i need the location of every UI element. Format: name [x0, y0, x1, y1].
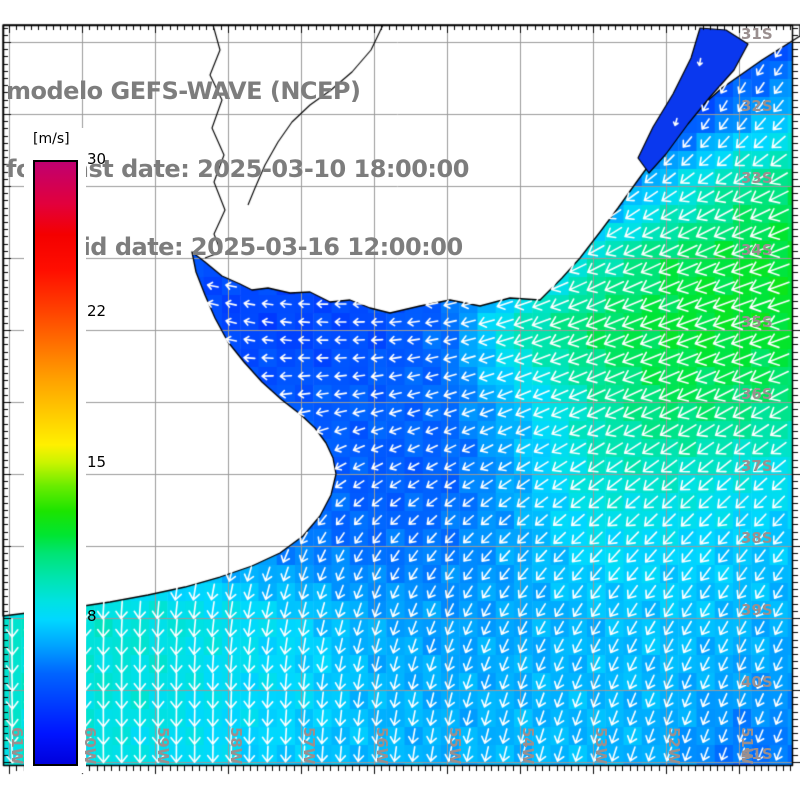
lon-label-56W: 56W	[373, 727, 391, 765]
lat-label-36S: 36S	[741, 385, 773, 403]
lon-label-58W: 58W	[227, 727, 245, 765]
lat-label-37S: 37S	[741, 457, 773, 475]
lon-label-60W: 60W	[81, 727, 99, 765]
colorbar-tick-8: 8	[87, 607, 97, 625]
lat-label-34S: 34S	[741, 241, 773, 259]
lon-label-54W: 54W	[519, 727, 537, 765]
lat-label-38S: 38S	[741, 529, 773, 547]
lat-label-35S: 35S	[741, 313, 773, 331]
lon-label-57W: 57W	[300, 727, 318, 765]
colorbar-tick-15: 15	[87, 453, 107, 471]
lat-label-31S: 31S	[741, 25, 773, 43]
lat-label-39S: 39S	[741, 601, 773, 619]
lon-label-61W: 61W	[8, 727, 26, 765]
lat-label-41S: 41S	[741, 745, 773, 763]
model-title: modelo GEFS-WAVE (NCEP)	[6, 77, 361, 105]
lon-label-52W: 52W	[665, 727, 683, 765]
lon-label-53W: 53W	[592, 727, 610, 765]
colorbar-tick-30: 30	[87, 150, 107, 168]
lat-label-32S: 32S	[741, 97, 773, 115]
lat-label-33S: 33S	[741, 169, 773, 187]
lat-label-40S: 40S	[741, 673, 773, 691]
lon-label-55W: 55W	[446, 727, 464, 765]
colorbar-gradient	[33, 160, 78, 766]
colorbar-unit-label: [m/s]	[33, 131, 70, 147]
lon-label-51W: 51W	[738, 727, 756, 765]
colorbar-tick-22: 22	[87, 302, 107, 320]
lon-label-59W: 59W	[154, 727, 172, 765]
